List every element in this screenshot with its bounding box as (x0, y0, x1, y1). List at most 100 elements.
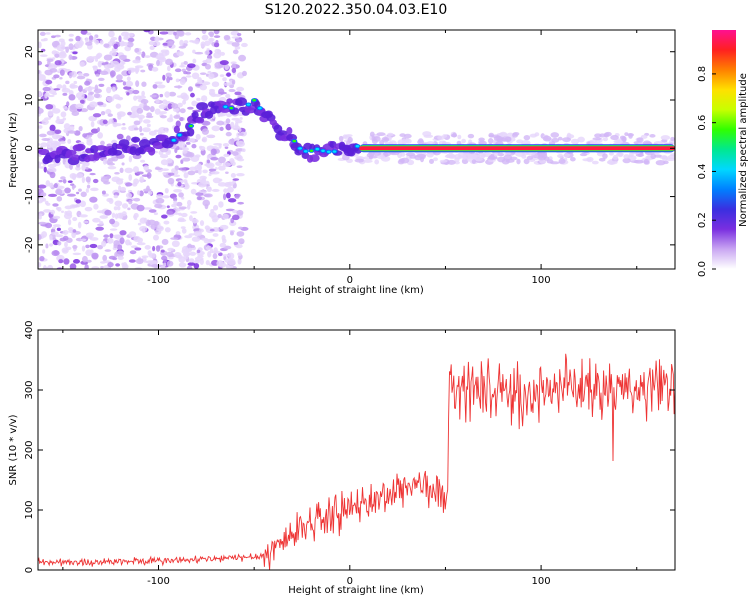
colorbar-ticks: 0.0 0.2 0.4 0.6 0.8 (697, 66, 716, 277)
spectrogram-speckle (120, 186, 127, 192)
spectrogram-speckle (75, 103, 84, 110)
spectrogram-speckle (89, 101, 98, 108)
spectrogram-speckle (140, 159, 146, 163)
spectrogram-speckle (85, 166, 89, 170)
spectrogram-speckle (204, 193, 213, 198)
ridge-core-hot (321, 149, 325, 153)
spectrogram-speckle (113, 243, 118, 249)
spectrogram-speckle (56, 116, 60, 121)
spectrogram-speckle (130, 245, 138, 249)
spectrogram-speckle (610, 160, 618, 165)
spectrogram-speckle (107, 158, 116, 162)
spectrogram-speckle (92, 178, 99, 184)
spectrogram-speckle (55, 134, 63, 139)
spectrogram-speckle (55, 234, 64, 238)
spectrogram-speckle (450, 133, 458, 138)
spectrogram-speckle (154, 203, 163, 209)
snr-xlabel: Height of straight line (km) (288, 585, 424, 596)
spectrogram-speckle (45, 32, 51, 35)
spectrogram-speckle (224, 146, 229, 149)
spectrogram-speckle (54, 53, 60, 58)
spectrogram-speckle (150, 223, 158, 230)
spectrogram-speckle (101, 190, 106, 195)
spectrogram-speckle (153, 212, 158, 216)
spectrogram-speckle (79, 99, 85, 104)
spectrogram-speckle (562, 137, 572, 143)
spectrogram-speckle (38, 74, 46, 81)
spectrogram-speckle (602, 137, 609, 142)
spectrogram-speckle (241, 148, 246, 153)
spectrogram-speckle (213, 35, 221, 38)
spectrogram-xtick-label: -100 (147, 275, 170, 286)
spectrogram-speckle (175, 154, 182, 159)
spectrogram-speckle (213, 204, 219, 211)
spectrogram-speckle (165, 72, 172, 78)
spectrogram-speckle (128, 199, 133, 205)
spectrogram-speckle (121, 203, 129, 209)
spectrogram-ytick-label: -20 (24, 237, 35, 253)
spectrogram-speckle (88, 115, 97, 122)
spectrogram-speckle (162, 195, 170, 199)
spectrogram-speckle (102, 158, 107, 165)
spectrogram-speckle (129, 250, 137, 255)
spectrogram-speckle (58, 38, 65, 43)
spectrogram-speckle (194, 51, 204, 55)
spectrogram-speckle (38, 234, 42, 241)
spectrogram-speckle (83, 72, 90, 77)
spectrogram-speckle (83, 220, 89, 224)
ridge-core-hot (252, 98, 256, 102)
spectrogram-speckle (109, 233, 114, 239)
spectrogram-speckle (202, 199, 211, 207)
spectrogram-speckle (155, 245, 161, 252)
spectrogram-speckle (116, 133, 124, 140)
spectrogram-speckle (53, 88, 61, 91)
spectrogram-speckle (120, 41, 129, 47)
spectrogram-speckle (52, 92, 57, 96)
spectrogram-speckle (161, 51, 168, 57)
spectrogram-speckle (208, 73, 215, 80)
spectrogram-speckle (191, 218, 199, 224)
spectrogram-speckle (128, 32, 134, 37)
spectrogram-speckle (53, 183, 58, 189)
spectrogram-speckle (158, 104, 167, 110)
spectrogram-speckle (95, 73, 100, 77)
spectrogram-speckle (162, 262, 167, 267)
spectrogram-speckle (338, 135, 344, 142)
spectrogram-speckle (570, 138, 580, 145)
spectrogram-speckle (589, 139, 598, 144)
spectrogram-speckle (60, 176, 66, 180)
spectrogram-speckle (186, 265, 193, 269)
spectrogram-speckle (127, 207, 131, 211)
spectrogram-speckle (190, 211, 198, 214)
spectrogram-speckle (92, 113, 102, 118)
spectrogram-speckle (169, 76, 173, 81)
spectrogram-speckle (49, 147, 53, 152)
spectrogram-speckle (174, 251, 182, 259)
spectrogram-speckle (62, 178, 67, 184)
spectrogram-speckle (155, 197, 165, 204)
spectrogram-speckle (85, 232, 95, 238)
spectrogram-speckle (72, 252, 82, 256)
spectrogram-speckle (173, 196, 178, 202)
snr-ytick-label: 100 (24, 500, 35, 519)
spectrogram-speckle (139, 217, 147, 224)
spectrogram-speckle (363, 159, 373, 163)
spectrogram-speckle (175, 120, 181, 128)
spectrogram-speckle (226, 72, 232, 77)
spectrogram-speckle (133, 120, 141, 126)
spectrogram-speckle (79, 214, 88, 218)
spectrogram-speckle (204, 50, 210, 56)
spectrogram-speckle (186, 199, 192, 206)
spectrogram-speckle (115, 103, 122, 109)
spectrogram-speckle (86, 32, 92, 36)
snr-xtick-label: 0 (347, 576, 353, 587)
spectrogram-speckle (205, 260, 210, 266)
spectrogram-speckle (41, 118, 49, 125)
spectrogram-speckle (104, 249, 112, 252)
spectrogram-speckle (156, 194, 164, 199)
spectrogram-speckle (114, 66, 121, 72)
spectrogram-speckle (231, 160, 235, 164)
spectrogram-speckle (225, 171, 229, 174)
spectrogram-speckle (444, 154, 455, 159)
spectrogram-speckle (73, 80, 78, 85)
